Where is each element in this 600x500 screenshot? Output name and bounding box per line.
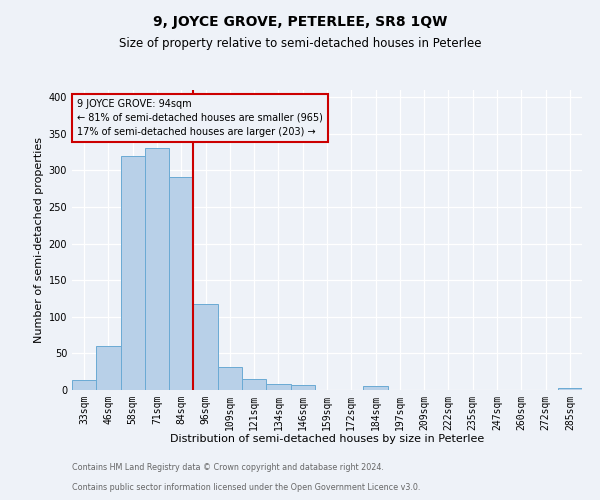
X-axis label: Distribution of semi-detached houses by size in Peterlee: Distribution of semi-detached houses by … <box>170 434 484 444</box>
Bar <box>193 304 218 390</box>
Text: Contains public sector information licensed under the Open Government Licence v3: Contains public sector information licen… <box>72 484 421 492</box>
Bar <box>169 177 193 390</box>
Bar <box>96 346 121 390</box>
Bar <box>121 156 145 390</box>
Bar <box>558 388 582 390</box>
Bar <box>290 385 315 390</box>
Bar <box>242 379 266 390</box>
Bar <box>364 386 388 390</box>
Bar <box>72 380 96 390</box>
Text: 9, JOYCE GROVE, PETERLEE, SR8 1QW: 9, JOYCE GROVE, PETERLEE, SR8 1QW <box>153 15 447 29</box>
Text: 9 JOYCE GROVE: 94sqm
← 81% of semi-detached houses are smaller (965)
17% of semi: 9 JOYCE GROVE: 94sqm ← 81% of semi-detac… <box>77 99 323 137</box>
Bar <box>218 366 242 390</box>
Text: Size of property relative to semi-detached houses in Peterlee: Size of property relative to semi-detach… <box>119 38 481 51</box>
Y-axis label: Number of semi-detached properties: Number of semi-detached properties <box>34 137 44 343</box>
Bar <box>266 384 290 390</box>
Bar <box>145 148 169 390</box>
Text: Contains HM Land Registry data © Crown copyright and database right 2024.: Contains HM Land Registry data © Crown c… <box>72 464 384 472</box>
